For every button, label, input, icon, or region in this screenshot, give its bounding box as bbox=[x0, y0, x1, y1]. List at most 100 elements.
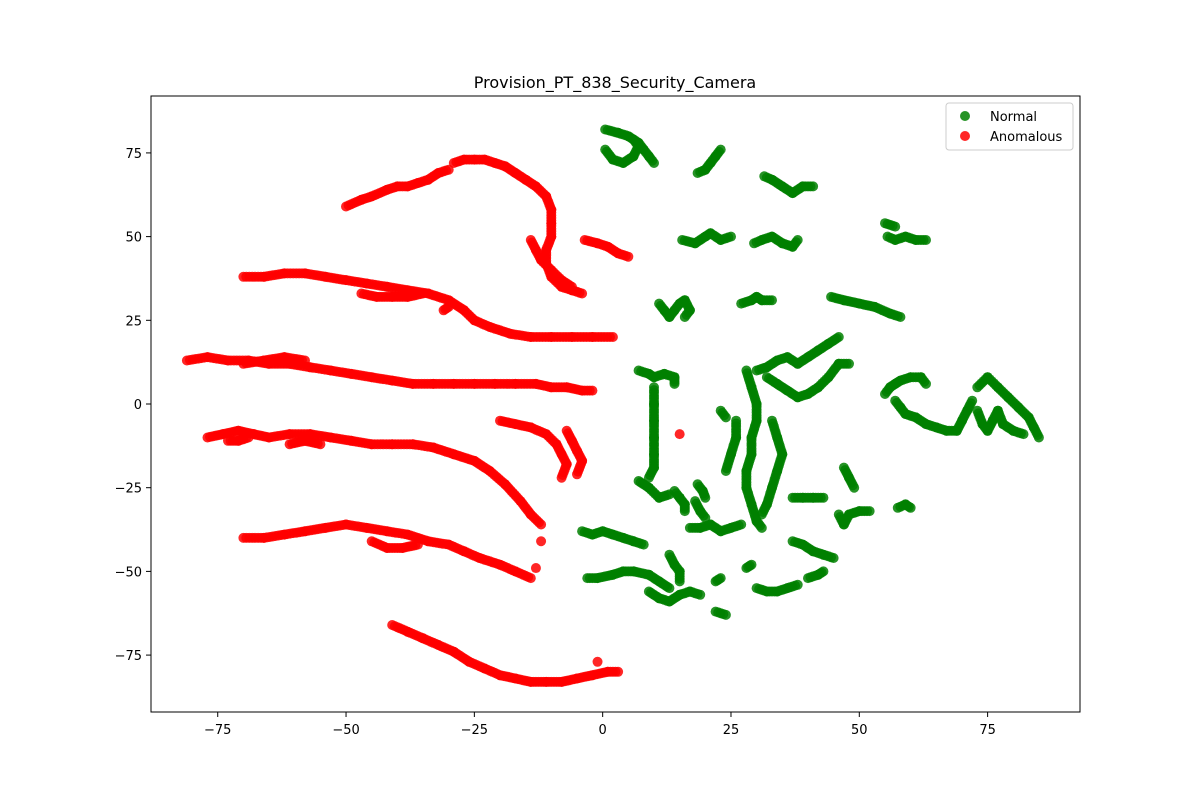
point-cluster bbox=[741, 365, 767, 533]
data-point bbox=[921, 378, 931, 389]
point-cluster bbox=[633, 476, 675, 503]
point-cluster bbox=[751, 579, 803, 597]
point-cluster bbox=[582, 566, 675, 594]
legend-label: Normal bbox=[990, 110, 1037, 125]
data-point bbox=[607, 332, 618, 342]
point-cluster bbox=[880, 218, 901, 232]
point-cluster bbox=[803, 566, 829, 584]
point-cluster bbox=[579, 235, 634, 262]
data-point bbox=[720, 466, 731, 476]
data-point bbox=[715, 144, 726, 155]
points-layer bbox=[181, 124, 1044, 687]
legend-marker bbox=[960, 131, 970, 141]
data-point bbox=[566, 281, 577, 292]
point-cluster bbox=[972, 405, 1029, 440]
point-cluster bbox=[448, 154, 588, 299]
data-point bbox=[315, 439, 326, 450]
y-tick-label: −75 bbox=[115, 649, 142, 664]
point-cluster bbox=[530, 563, 541, 574]
point-cluster bbox=[674, 429, 685, 440]
y-tick-label: 25 bbox=[125, 314, 142, 329]
data-point bbox=[664, 583, 675, 594]
data-point bbox=[679, 312, 690, 322]
data-point bbox=[828, 553, 839, 563]
data-point bbox=[921, 235, 931, 245]
data-point bbox=[792, 235, 803, 245]
point-cluster bbox=[223, 432, 254, 446]
data-point bbox=[720, 609, 731, 620]
point-cluster bbox=[202, 425, 547, 530]
point-cluster bbox=[561, 425, 588, 480]
point-cluster bbox=[715, 405, 731, 423]
point-cluster bbox=[736, 291, 777, 309]
point-cluster bbox=[592, 656, 603, 667]
data-point bbox=[628, 134, 639, 145]
data-point bbox=[715, 573, 726, 584]
point-cluster bbox=[577, 526, 649, 550]
point-cluster bbox=[438, 301, 454, 316]
data-point bbox=[756, 509, 767, 520]
data-point bbox=[613, 666, 624, 677]
data-point bbox=[679, 506, 690, 517]
point-cluster bbox=[720, 415, 742, 476]
chart-title: Provision_PT_838_Security_Camera bbox=[474, 73, 756, 93]
point-cluster bbox=[880, 372, 931, 399]
x-tick-label: −25 bbox=[461, 723, 488, 738]
point-cluster bbox=[756, 415, 788, 520]
point-cluster bbox=[654, 295, 695, 322]
series-anomalous bbox=[181, 154, 685, 687]
data-point bbox=[700, 492, 711, 503]
data-point bbox=[736, 519, 747, 530]
y-tick-label: −25 bbox=[115, 482, 142, 497]
x-tick-label: 25 bbox=[723, 723, 740, 738]
point-cluster bbox=[838, 462, 860, 493]
data-point bbox=[530, 563, 541, 574]
data-point bbox=[1033, 432, 1044, 443]
data-point bbox=[818, 492, 829, 503]
data-point bbox=[756, 522, 767, 533]
point-cluster bbox=[238, 519, 536, 584]
point-cluster bbox=[366, 536, 423, 553]
series-normal bbox=[577, 124, 1044, 620]
point-cluster bbox=[826, 291, 906, 322]
data-point bbox=[592, 656, 603, 667]
x-axis: −75 −50 −25 0 25 50 75 bbox=[204, 712, 996, 738]
point-cluster bbox=[890, 395, 978, 436]
data-point bbox=[643, 472, 654, 483]
point-cluster bbox=[238, 352, 310, 369]
data-point bbox=[300, 355, 310, 366]
data-point bbox=[638, 539, 649, 550]
legend-box bbox=[945, 102, 1074, 151]
data-point bbox=[833, 332, 844, 342]
point-cluster bbox=[787, 536, 839, 563]
data-point bbox=[525, 573, 536, 584]
point-cluster bbox=[710, 573, 726, 587]
legend-label: Anomalous bbox=[990, 130, 1063, 145]
point-cluster bbox=[356, 288, 428, 302]
y-tick-label: 50 bbox=[125, 231, 142, 246]
data-point bbox=[669, 378, 680, 389]
point-cluster bbox=[972, 372, 1044, 443]
data-point bbox=[649, 158, 659, 168]
point-cluster bbox=[525, 235, 577, 292]
data-point bbox=[746, 559, 757, 570]
data-point bbox=[700, 512, 711, 523]
data-point bbox=[674, 576, 685, 587]
data-point bbox=[587, 385, 598, 396]
data-point bbox=[418, 288, 428, 299]
data-point bbox=[844, 358, 854, 369]
point-cluster bbox=[892, 499, 916, 513]
y-tick-label: 75 bbox=[125, 147, 142, 162]
data-point bbox=[556, 472, 567, 483]
point-cluster bbox=[341, 164, 454, 212]
data-point bbox=[674, 429, 685, 440]
data-point bbox=[720, 412, 731, 423]
point-cluster bbox=[759, 171, 819, 199]
point-cluster bbox=[833, 506, 875, 530]
data-point bbox=[412, 539, 423, 550]
point-cluster bbox=[633, 365, 680, 389]
point-cluster bbox=[690, 496, 711, 523]
data-point bbox=[967, 395, 978, 406]
data-point bbox=[808, 181, 819, 192]
